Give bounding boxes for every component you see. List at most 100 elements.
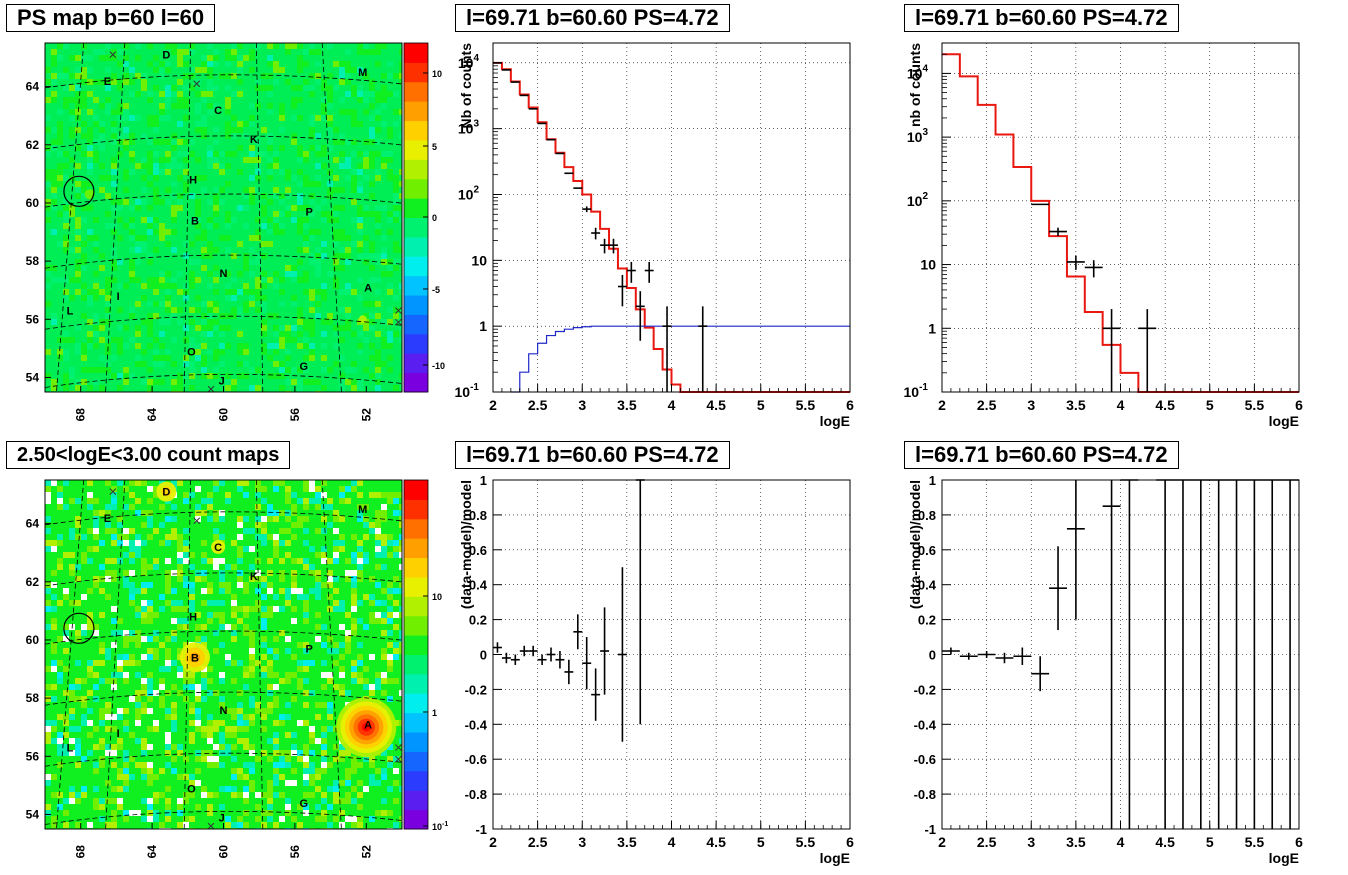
- y-tick-label: 1: [479, 318, 487, 334]
- y-tick-label: 56: [26, 749, 40, 763]
- y-tick-label: 103: [907, 127, 929, 145]
- colorbar-tick-label: 10: [432, 592, 442, 602]
- count-map-title: 2.50<logE<3.00 count maps: [6, 441, 291, 469]
- grid-parallel: [44, 135, 403, 150]
- colorbar-frame: [403, 479, 429, 830]
- colorbar-tick-label: -10: [432, 361, 445, 371]
- colorbar-segment: [404, 256, 428, 277]
- y-tick-label: -0.8: [914, 787, 936, 802]
- colorbar-segment: [404, 236, 428, 257]
- x-tick-label: 3: [1027, 834, 1035, 850]
- y-tick-label: 0: [929, 648, 936, 663]
- source-label: O: [187, 346, 196, 358]
- spectrum-2-title: l=69.71 b=60.60 PS=4.72: [904, 4, 1179, 32]
- ps-map-title: PS map b=60 l=60: [6, 4, 216, 32]
- source-label: P: [306, 644, 313, 656]
- x-tick-label: 4.5: [1155, 397, 1175, 413]
- x-tick-label: 2.5: [528, 397, 548, 413]
- count-map-panel: D E M C K H P B N A I L O G J 68 64 60 56 52 64 62 60 58 56 54 10 1…: [26, 479, 448, 859]
- y-tick-label: 1: [928, 320, 936, 336]
- colorbar-segment: [404, 101, 428, 122]
- x-tick-label: 4: [1117, 397, 1125, 413]
- plot-area: [493, 43, 850, 392]
- colorbar-segment: [404, 333, 428, 354]
- colorbar-segment: [404, 557, 428, 578]
- colorbar-segment: [404, 275, 428, 296]
- colorbar-segment: [404, 139, 428, 160]
- y-tick-label: 1: [480, 473, 487, 488]
- y-axis-label: Nb of counts: [458, 43, 474, 129]
- residual-1-title: l=69.71 b=60.60 PS=4.72: [455, 441, 730, 469]
- x-tick-label: 4: [668, 834, 676, 850]
- target-circle: [63, 175, 95, 207]
- x-tick-label: 5: [757, 834, 765, 850]
- residual-panel-1: 2 2.5 3 3.5 4 4.5 5 5.5 6 -1 -0.8 -0.6 -0.4 -0.2 0 0.2 0…: [458, 473, 854, 866]
- y-axis-label: nb of counts: [907, 43, 923, 127]
- colorbar-segment: [404, 372, 428, 393]
- y-tick-label: 0.8: [918, 508, 936, 523]
- source-label: N: [220, 705, 228, 717]
- data-points: [1031, 203, 1157, 392]
- y-tick-label: 0.2: [469, 613, 487, 628]
- colorbar-tick-label: -5: [432, 285, 440, 295]
- y-tick-label: -0.8: [465, 787, 487, 802]
- colorbar-segment: [404, 43, 428, 63]
- colorbar-segment: [404, 654, 428, 675]
- grid-parallel: [44, 572, 403, 587]
- x-tick-label: 4.5: [706, 397, 726, 413]
- x-tick-label: 5.5: [796, 397, 816, 413]
- x-tick-label: 56: [288, 845, 302, 859]
- grid-parallel: [44, 630, 403, 645]
- source-label: C: [214, 542, 222, 554]
- grid-parallel: [44, 373, 403, 388]
- x-tick-label: 2.5: [977, 397, 997, 413]
- x-tick-label: 6: [846, 834, 854, 850]
- ps-map-panel: D E M C K H P B N A I L O G J 68 64 60 56 52 64 62 60 58 56 54 10 5…: [26, 42, 445, 422]
- y-tick-label: 0.2: [918, 613, 936, 628]
- grid-parallel: [44, 74, 403, 89]
- x-tick-label: 64: [145, 845, 159, 859]
- y-tick-label: -0.2: [914, 682, 936, 697]
- colorbar-segment: [404, 81, 428, 102]
- colorbar-tick-label: 0: [432, 213, 437, 223]
- x-tick-label: 5.5: [1245, 834, 1265, 850]
- x-tick-label: 2: [938, 834, 946, 850]
- y-tick-label: -0.2: [465, 682, 487, 697]
- y-tick-label: 1: [929, 473, 936, 488]
- colorbar-segment: [404, 353, 428, 374]
- x-tick-label: 2: [938, 397, 946, 413]
- y-tick-label: 54: [26, 370, 40, 384]
- source-label: I: [117, 291, 120, 303]
- colorbar-segment: [404, 673, 428, 694]
- colorbar-segment: [404, 518, 428, 539]
- source-blob: [211, 539, 226, 554]
- x-axis-label: logE: [820, 413, 850, 429]
- y-tick-label: -0.4: [914, 717, 937, 732]
- x-tick-label: 52: [359, 408, 373, 422]
- source-label: J: [219, 375, 225, 387]
- colorbar-tick-label: 10-1: [432, 821, 448, 832]
- x-tick-label: 2: [489, 397, 497, 413]
- grid-parallel: [44, 752, 403, 767]
- plot-area: [942, 480, 1299, 829]
- y-tick-label: 0.8: [469, 508, 487, 523]
- source-label: P: [306, 207, 313, 219]
- grid-parallel: [44, 810, 403, 825]
- colorbar-segment: [404, 635, 428, 655]
- source-label: C: [214, 105, 222, 117]
- colorbar-segment: [404, 314, 428, 335]
- source-blob: [362, 722, 371, 732]
- marker-cross: [395, 318, 402, 326]
- source-label: K: [250, 571, 258, 583]
- residual-panel-2: 2 2.5 3 3.5 4 4.5 5 5.5 6 -1 -0.8 -0.6 -0.4 -0.2 0 0.2 0…: [907, 473, 1303, 866]
- marker-cross: [109, 488, 117, 495]
- source-label: J: [219, 812, 225, 824]
- spectrum-panel-1: 2 2.5 3 3.5 4 4.5 5 5.5 610-1110102103104logENb …: [455, 42, 854, 429]
- x-axis-label: logE: [1269, 850, 1299, 866]
- source-label: I: [117, 728, 120, 740]
- y-tick-label: 0.6: [918, 543, 936, 558]
- y-tick-label: 102: [907, 191, 929, 209]
- colorbar-segment: [404, 732, 428, 752]
- colorbar-segment: [404, 217, 428, 238]
